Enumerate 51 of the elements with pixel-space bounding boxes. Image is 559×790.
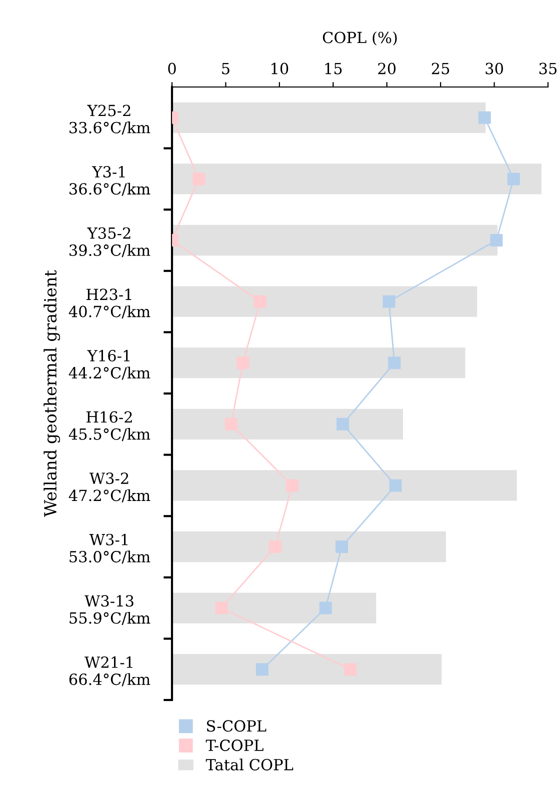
point <box>490 234 503 246</box>
y-tick-label: H16-2 45.5°C/km <box>68 411 150 442</box>
bar <box>172 102 486 133</box>
point <box>478 111 491 124</box>
y-tick-label: Y3-1 36.6°C/km <box>70 166 150 196</box>
x-tick-label: 20 <box>378 62 396 74</box>
x-tick-label: 30 <box>486 62 503 74</box>
bar <box>172 348 466 378</box>
bar <box>172 164 542 194</box>
x-tick-label: 0 <box>168 62 176 74</box>
x-tick-label: 5 <box>222 62 230 74</box>
point <box>254 295 266 308</box>
point <box>382 295 396 308</box>
bar <box>172 654 442 685</box>
y-tick-label: W3-2 47.2°C/km <box>68 472 150 502</box>
y-tick-label: H23-1 40.7°C/km <box>68 288 150 318</box>
x-tick-label: 10 <box>272 62 288 74</box>
point <box>192 172 206 186</box>
point <box>286 479 299 492</box>
y-tick-label: W21-1 66.4°C/km <box>69 656 150 686</box>
y-axis-title: Welland geothermal gradient <box>44 270 60 517</box>
point <box>215 602 228 614</box>
bar <box>172 470 517 501</box>
legend-label: T-COPL <box>206 740 264 752</box>
point <box>389 479 402 492</box>
point <box>224 418 238 430</box>
point <box>268 540 282 553</box>
point <box>388 356 401 370</box>
legend-label: Tatal COPL <box>206 758 294 770</box>
x-tick-label: 35 <box>539 62 557 74</box>
point <box>319 602 332 614</box>
point <box>336 418 350 430</box>
point <box>236 356 250 370</box>
point <box>256 663 268 676</box>
bar <box>172 224 498 256</box>
x-tick-label: 25 <box>432 62 450 74</box>
y-tick-label: W3-1 53.0°C/km <box>70 534 150 564</box>
point <box>335 540 348 553</box>
bar <box>172 286 478 317</box>
bar <box>172 531 446 562</box>
y-tick-label: Y35-2 39.3°C/km <box>70 227 150 258</box>
y-tick-label: W3-13 55.9°C/km <box>70 595 150 625</box>
x-tick-label: 15 <box>325 62 342 74</box>
y-tick-label: Y25-2 33.6°C/km <box>70 104 150 135</box>
bar <box>172 408 403 440</box>
bar <box>172 592 376 624</box>
y-tick-label: Y16-1 44.2°C/km <box>68 350 150 380</box>
point <box>507 172 520 186</box>
point <box>344 663 357 676</box>
x-axis-title: COPL (%) <box>322 31 397 46</box>
legend-label: S-COPL <box>207 720 266 732</box>
